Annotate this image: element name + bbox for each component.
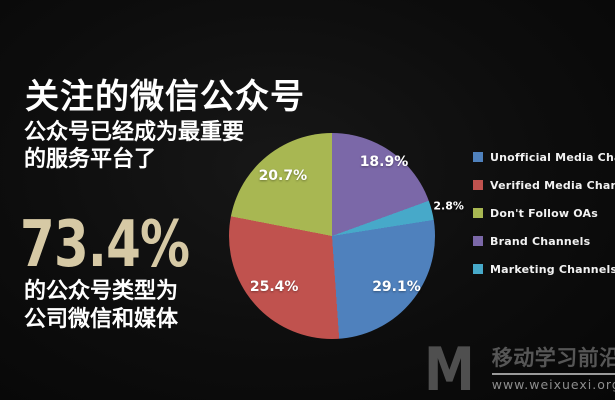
stat-desc-line-2: 公司微信和媒体: [24, 307, 179, 332]
legend-swatch: [473, 208, 483, 218]
pie-chart: 18.9% 2.8% 29.1% 25.4% 20.7%: [229, 133, 464, 339]
watermark: M 移动学习前沿 www.weixuexi.org: [424, 335, 615, 400]
pie-slice-label: 20.7%: [258, 168, 308, 185]
legend-swatch: [473, 180, 483, 190]
subtitle-line-1: 公众号已经成为最重要: [24, 120, 245, 145]
legend-swatch: [473, 264, 483, 274]
subtitle-line-2: 的服务平台了: [24, 147, 157, 172]
pie-slice-label: 29.1%: [372, 279, 421, 296]
legend-item: Don't Follow OAs: [473, 206, 615, 220]
weixuexi-logo: M: [424, 335, 475, 400]
legend-label: Verified Media Channels: [490, 178, 615, 192]
stat-value: 73.4%: [20, 208, 190, 282]
watermark-text: 移动学习前沿 www.weixuexi.org: [491, 342, 615, 398]
pie-slice-label: 2.8%: [433, 199, 464, 213]
legend-label: Unofficial Media Channels: [490, 150, 615, 164]
legend-label: Marketing Channels: [490, 262, 615, 276]
pie-slice-label: 25.4%: [249, 279, 299, 296]
legend-item: Verified Media Channels: [473, 178, 615, 192]
legend-label: Brand Channels: [490, 234, 591, 248]
watermark-divider: [491, 373, 615, 375]
legend-label: Don't Follow OAs: [490, 206, 599, 220]
legend-swatch: [473, 152, 483, 162]
pie-slice-label: 18.9%: [359, 153, 409, 170]
legend-item: Unofficial Media Channels: [473, 150, 615, 164]
stat-desc-line-1: 的公众号类型为: [24, 279, 179, 304]
legend-swatch: [473, 236, 483, 246]
watermark-url: www.weixuexi.org: [491, 377, 615, 392]
stat-description: 的公众号类型为 公司微信和媒体: [24, 278, 178, 334]
subtitle: 公众号已经成为最重要 的服务平台了: [24, 119, 244, 173]
chart-legend: Unofficial Media Channels Verified Media…: [473, 150, 615, 290]
watermark-name: 移动学习前沿: [491, 346, 615, 370]
legend-item: Brand Channels: [473, 234, 615, 248]
page-title: 关注的微信公众号: [25, 77, 305, 117]
legend-item: Marketing Channels: [473, 262, 615, 276]
